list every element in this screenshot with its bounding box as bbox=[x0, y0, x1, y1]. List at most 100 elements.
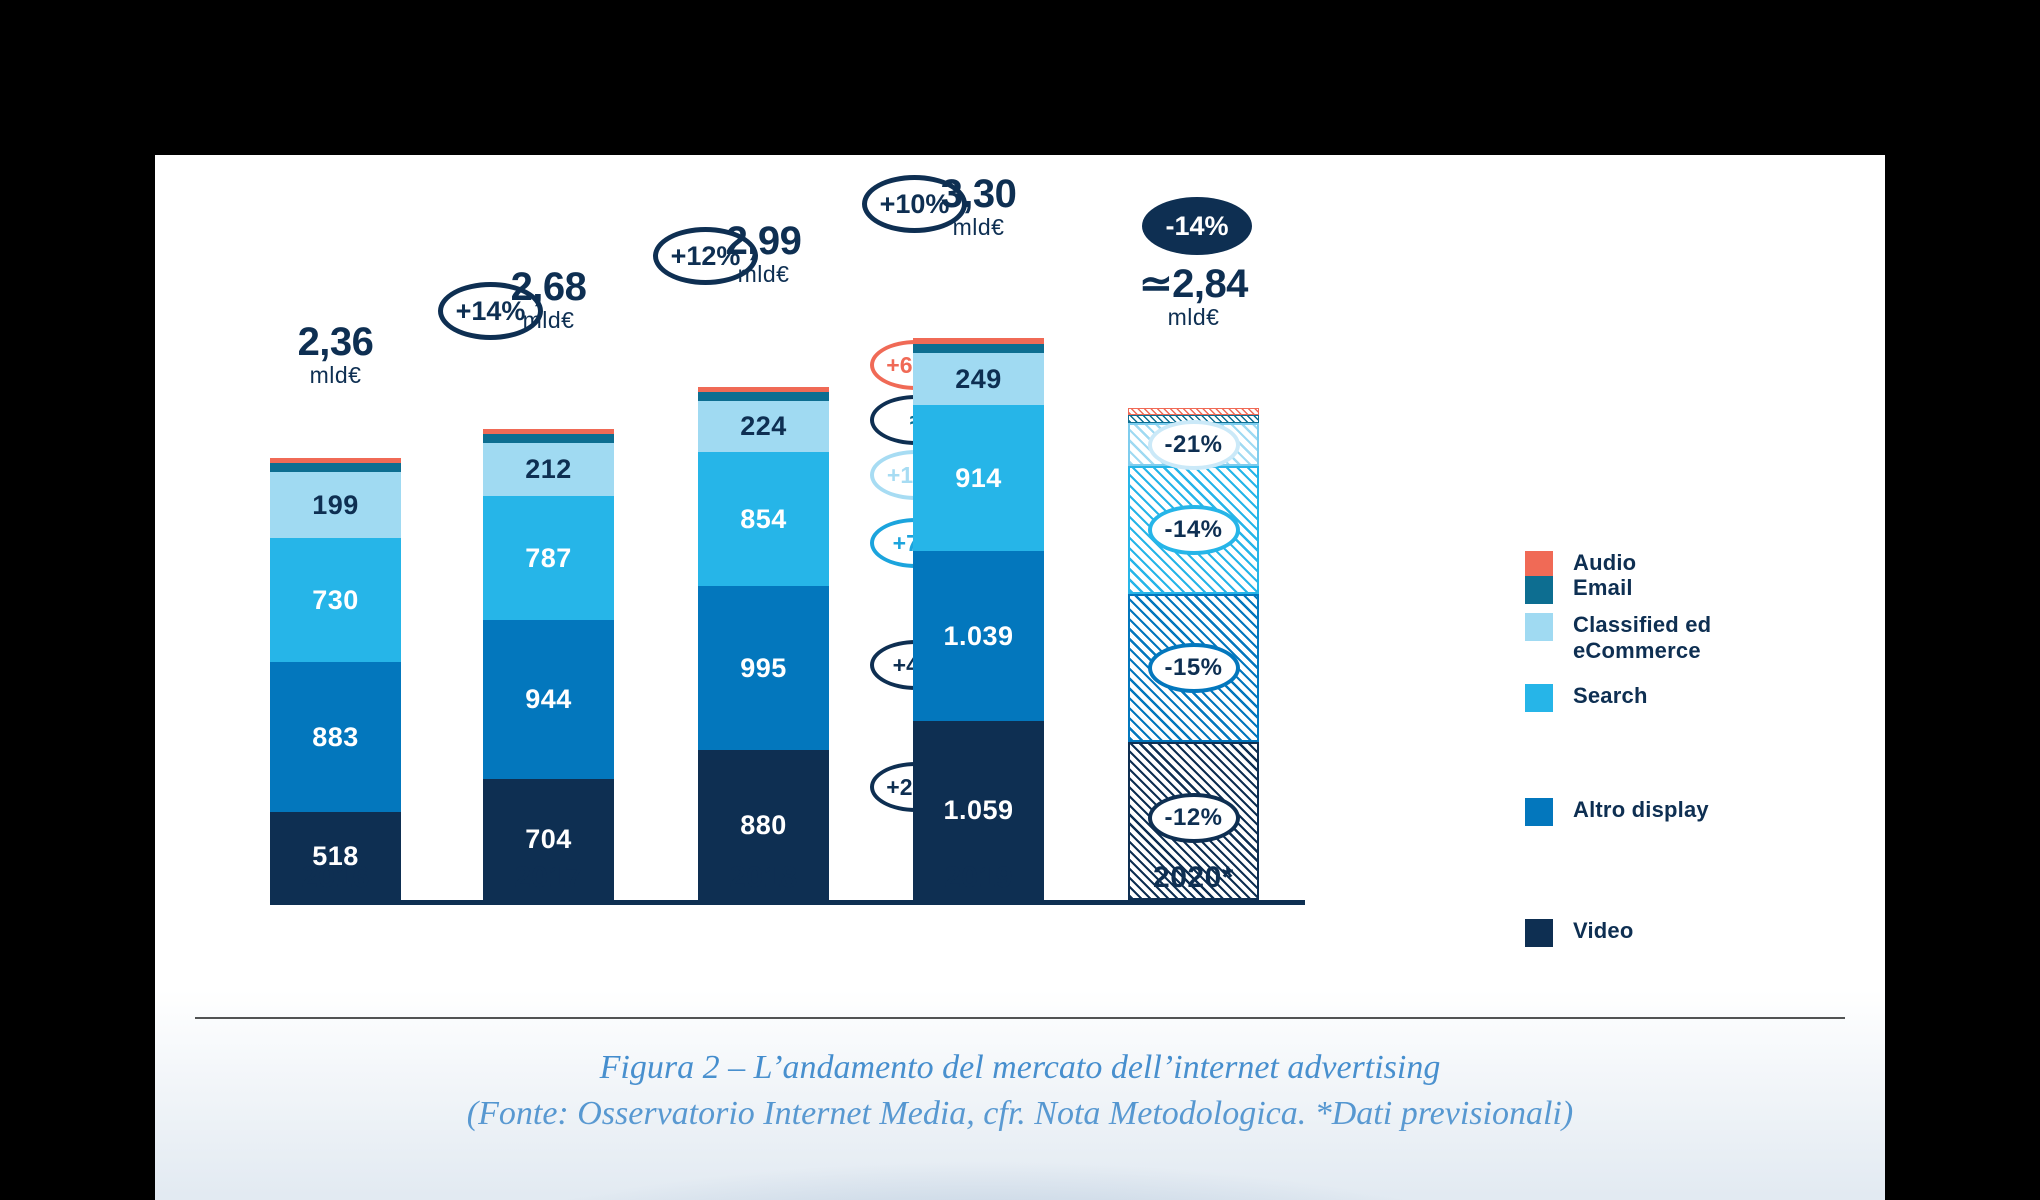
legend-swatch-video bbox=[1525, 919, 1553, 947]
caption-line-1: Figura 2 – L’andamento del mercato dell’… bbox=[599, 1049, 1441, 1086]
bar-total-2018: 2,99 mld€ bbox=[658, 221, 869, 287]
total-growth-pill-2020: -14% bbox=[1142, 197, 1252, 255]
forecast-change-display: -15% bbox=[1147, 643, 1240, 693]
segment-email-2017[interactable] bbox=[483, 434, 614, 443]
bar-total-unit: mld€ bbox=[1167, 303, 1220, 330]
segment-email-2018[interactable] bbox=[698, 392, 829, 401]
legend-label: Email bbox=[1573, 575, 1633, 600]
year-label-2018: 2018 bbox=[729, 861, 798, 894]
segment-classified-2016[interactable]: 199 bbox=[270, 472, 401, 538]
segment-email-2019[interactable] bbox=[913, 344, 1044, 353]
segment-video-2020[interactable]: -12% bbox=[1128, 742, 1259, 900]
legend-item-search[interactable]: Search bbox=[1525, 683, 1648, 712]
segment-classified-2019[interactable]: 249 bbox=[913, 353, 1044, 405]
bar-total-unit: mld€ bbox=[737, 260, 790, 287]
segment-audio-2016[interactable] bbox=[270, 458, 401, 463]
segment-classified-2018[interactable]: 224 bbox=[698, 401, 829, 452]
bar-total-value: 2,36 bbox=[297, 319, 374, 364]
bar-total-value: 3,30 bbox=[940, 171, 1017, 216]
forecast-change-video: -12% bbox=[1147, 792, 1240, 843]
segment-value: 199 bbox=[312, 489, 359, 520]
legend-item-altro-display[interactable]: Altro display bbox=[1525, 797, 1709, 826]
legend-label: Audio bbox=[1573, 550, 1637, 575]
segment-search-2016[interactable]: 730 bbox=[270, 538, 401, 662]
year-label-2019: 2019 bbox=[944, 861, 1013, 894]
bar-total-2017: 2,68 mld€ bbox=[443, 267, 654, 333]
legend-swatch-altro-display bbox=[1525, 798, 1553, 826]
bar-total-2016: 2,36 mld€ bbox=[230, 322, 441, 388]
bar-2019[interactable]: 249 914 1.039 1.059 bbox=[913, 338, 1044, 900]
legend-item-video[interactable]: Video bbox=[1525, 918, 1634, 947]
segment-display-2017[interactable]: 944 bbox=[483, 620, 614, 779]
segment-display-2019[interactable]: 1.039 bbox=[913, 551, 1044, 721]
segment-audio-2018[interactable] bbox=[698, 387, 829, 392]
segment-video-2019[interactable]: 1.059 bbox=[913, 721, 1044, 900]
caption-line-2: (Fonte: Osservatorio Internet Media, cfr… bbox=[466, 1094, 1574, 1132]
bar-2016[interactable]: 199 730 883 518 bbox=[270, 458, 401, 900]
forecast-change-search: -14% bbox=[1147, 505, 1240, 555]
segment-value: 995 bbox=[740, 652, 787, 683]
segment-search-2020[interactable]: -14% bbox=[1128, 466, 1259, 594]
legend-item-classified[interactable]: Classified ed eCommerce bbox=[1525, 612, 1711, 664]
segment-value: 1.059 bbox=[943, 795, 1014, 825]
segment-value: 854 bbox=[740, 503, 787, 534]
segment-value: 249 bbox=[955, 363, 1002, 394]
segment-search-2018[interactable]: 854 bbox=[698, 452, 829, 586]
segment-video-2016[interactable]: 518 bbox=[270, 812, 401, 900]
segment-value: 704 bbox=[525, 824, 572, 854]
total-growth-pill-2018: +12% bbox=[653, 227, 758, 285]
total-growth-pill-2019: +10% bbox=[862, 175, 967, 233]
segment-value: 1.039 bbox=[943, 620, 1014, 651]
year-label-2017: 2017 bbox=[514, 861, 583, 894]
segment-display-2016[interactable]: 883 bbox=[270, 662, 401, 812]
segment-display-2018[interactable]: 995 bbox=[698, 586, 829, 750]
stacked-bar-chart: 2,36 mld€ 199 730 883 bbox=[155, 155, 1885, 955]
segment-audio-2017[interactable] bbox=[483, 429, 614, 434]
bar-group-2016: 2,36 mld€ 199 730 883 bbox=[270, 322, 401, 900]
segment-display-2020[interactable]: -15% bbox=[1128, 594, 1259, 742]
bar-total-unit: mld€ bbox=[522, 306, 575, 333]
legend-label: Altro display bbox=[1573, 797, 1709, 822]
segment-classified-2020[interactable]: -21% bbox=[1128, 419, 1259, 470]
bar-2017[interactable]: 212 787 944 704 bbox=[483, 429, 614, 900]
segment-video-2017[interactable]: 704 bbox=[483, 779, 614, 900]
slide-page: 2,36 mld€ 199 730 883 bbox=[155, 155, 1885, 1200]
year-label-2020: 2020* bbox=[1153, 861, 1234, 894]
segment-value: 212 bbox=[525, 454, 572, 484]
legend-swatch-classified bbox=[1525, 613, 1553, 641]
legend-item-email[interactable]: Email bbox=[1525, 575, 1633, 604]
bar-group-2019: 3,30 mld€ 249 914 1.039 bbox=[913, 174, 1044, 900]
segment-search-2019[interactable]: 914 bbox=[913, 405, 1044, 551]
segment-value: 224 bbox=[740, 411, 787, 441]
bar-total-2020: ≃2,84 mld€ bbox=[1088, 264, 1299, 330]
bar-total-value: 2,99 bbox=[725, 218, 802, 263]
legend-label: Search bbox=[1573, 683, 1648, 708]
bar-total-value: ≃2,84 bbox=[1139, 261, 1248, 306]
bar-total-value: 2,68 bbox=[510, 264, 587, 309]
legend-swatch-audio bbox=[1525, 551, 1553, 579]
segment-value: 883 bbox=[312, 721, 359, 752]
segment-value: 914 bbox=[955, 462, 1002, 493]
bar-2018[interactable]: 224 854 995 880 bbox=[698, 387, 829, 900]
forecast-change-classified: -21% bbox=[1147, 419, 1240, 470]
total-growth-pill-2017: +14% bbox=[438, 282, 543, 340]
segment-video-2018[interactable]: 880 bbox=[698, 750, 829, 900]
segment-search-2017[interactable]: 787 bbox=[483, 496, 614, 620]
segment-classified-2017[interactable]: 212 bbox=[483, 443, 614, 496]
segment-audio-2020[interactable] bbox=[1128, 408, 1259, 415]
legend-label: Classified ed eCommerce bbox=[1573, 612, 1712, 663]
segment-value: 944 bbox=[525, 684, 572, 714]
legend-item-audio[interactable]: Audio bbox=[1525, 550, 1636, 579]
legend-swatch-email bbox=[1525, 576, 1553, 604]
legend-swatch-search bbox=[1525, 684, 1553, 712]
segment-value: 518 bbox=[312, 840, 359, 871]
bar-total-2019: 3,30 mld€ bbox=[873, 174, 1084, 240]
bar-2020[interactable]: -21% -14% -15% -12% bbox=[1128, 408, 1259, 900]
caption-divider bbox=[195, 1017, 1845, 1019]
segment-audio-2019[interactable] bbox=[913, 338, 1044, 344]
segment-value: 787 bbox=[525, 542, 572, 573]
figure-caption: Figura 2 – L’andamento del mercato dell’… bbox=[155, 1045, 1885, 1137]
bar-total-unit: mld€ bbox=[952, 213, 1005, 240]
segment-email-2016[interactable] bbox=[270, 463, 401, 472]
